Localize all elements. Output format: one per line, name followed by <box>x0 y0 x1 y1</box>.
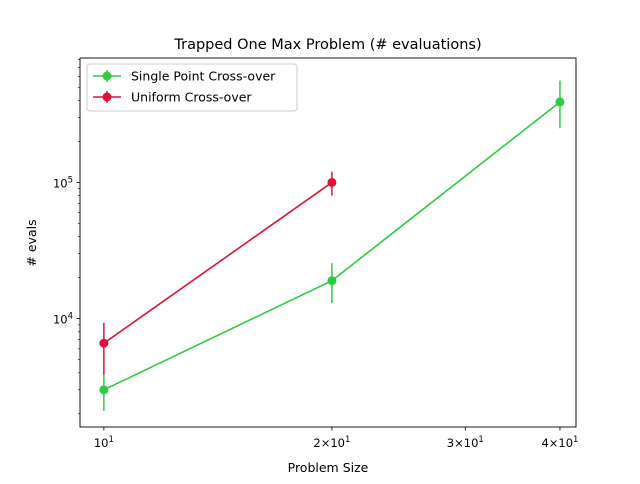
legend-swatch-marker <box>102 92 112 102</box>
y-tick-label: 105 <box>53 175 73 190</box>
x-tick-label: 2×101 <box>313 435 350 450</box>
x-tick-label: 4×101 <box>541 435 578 450</box>
y-tick-label: 104 <box>53 312 73 327</box>
series-group <box>99 80 565 411</box>
data-point <box>99 385 109 395</box>
axes-frame <box>79 57 577 428</box>
data-point <box>327 177 337 187</box>
data-point <box>99 338 109 348</box>
series-line <box>103 181 333 344</box>
x-tick-label: 3×101 <box>447 435 484 450</box>
chart-title: Trapped One Max Problem (# evaluations) <box>173 37 481 53</box>
plot-area: 101 2×101 3×101 4×101 104 105 Single Point Cro… <box>53 57 578 450</box>
data-point <box>327 276 337 286</box>
legend-label: Uniform Cross-over <box>131 90 252 105</box>
data-point <box>555 97 565 107</box>
legend: Single Point Cross-over Uniform Cross-ove… <box>86 63 298 112</box>
x-axis-label: Problem Size <box>288 460 369 475</box>
x-tick-label: 101 <box>94 435 114 450</box>
legend-label: Single Point Cross-over <box>131 69 276 84</box>
y-axis-label: # evals <box>24 219 39 266</box>
legend-swatch-marker <box>102 71 112 81</box>
series-group <box>99 171 337 375</box>
legend-box <box>86 63 298 112</box>
